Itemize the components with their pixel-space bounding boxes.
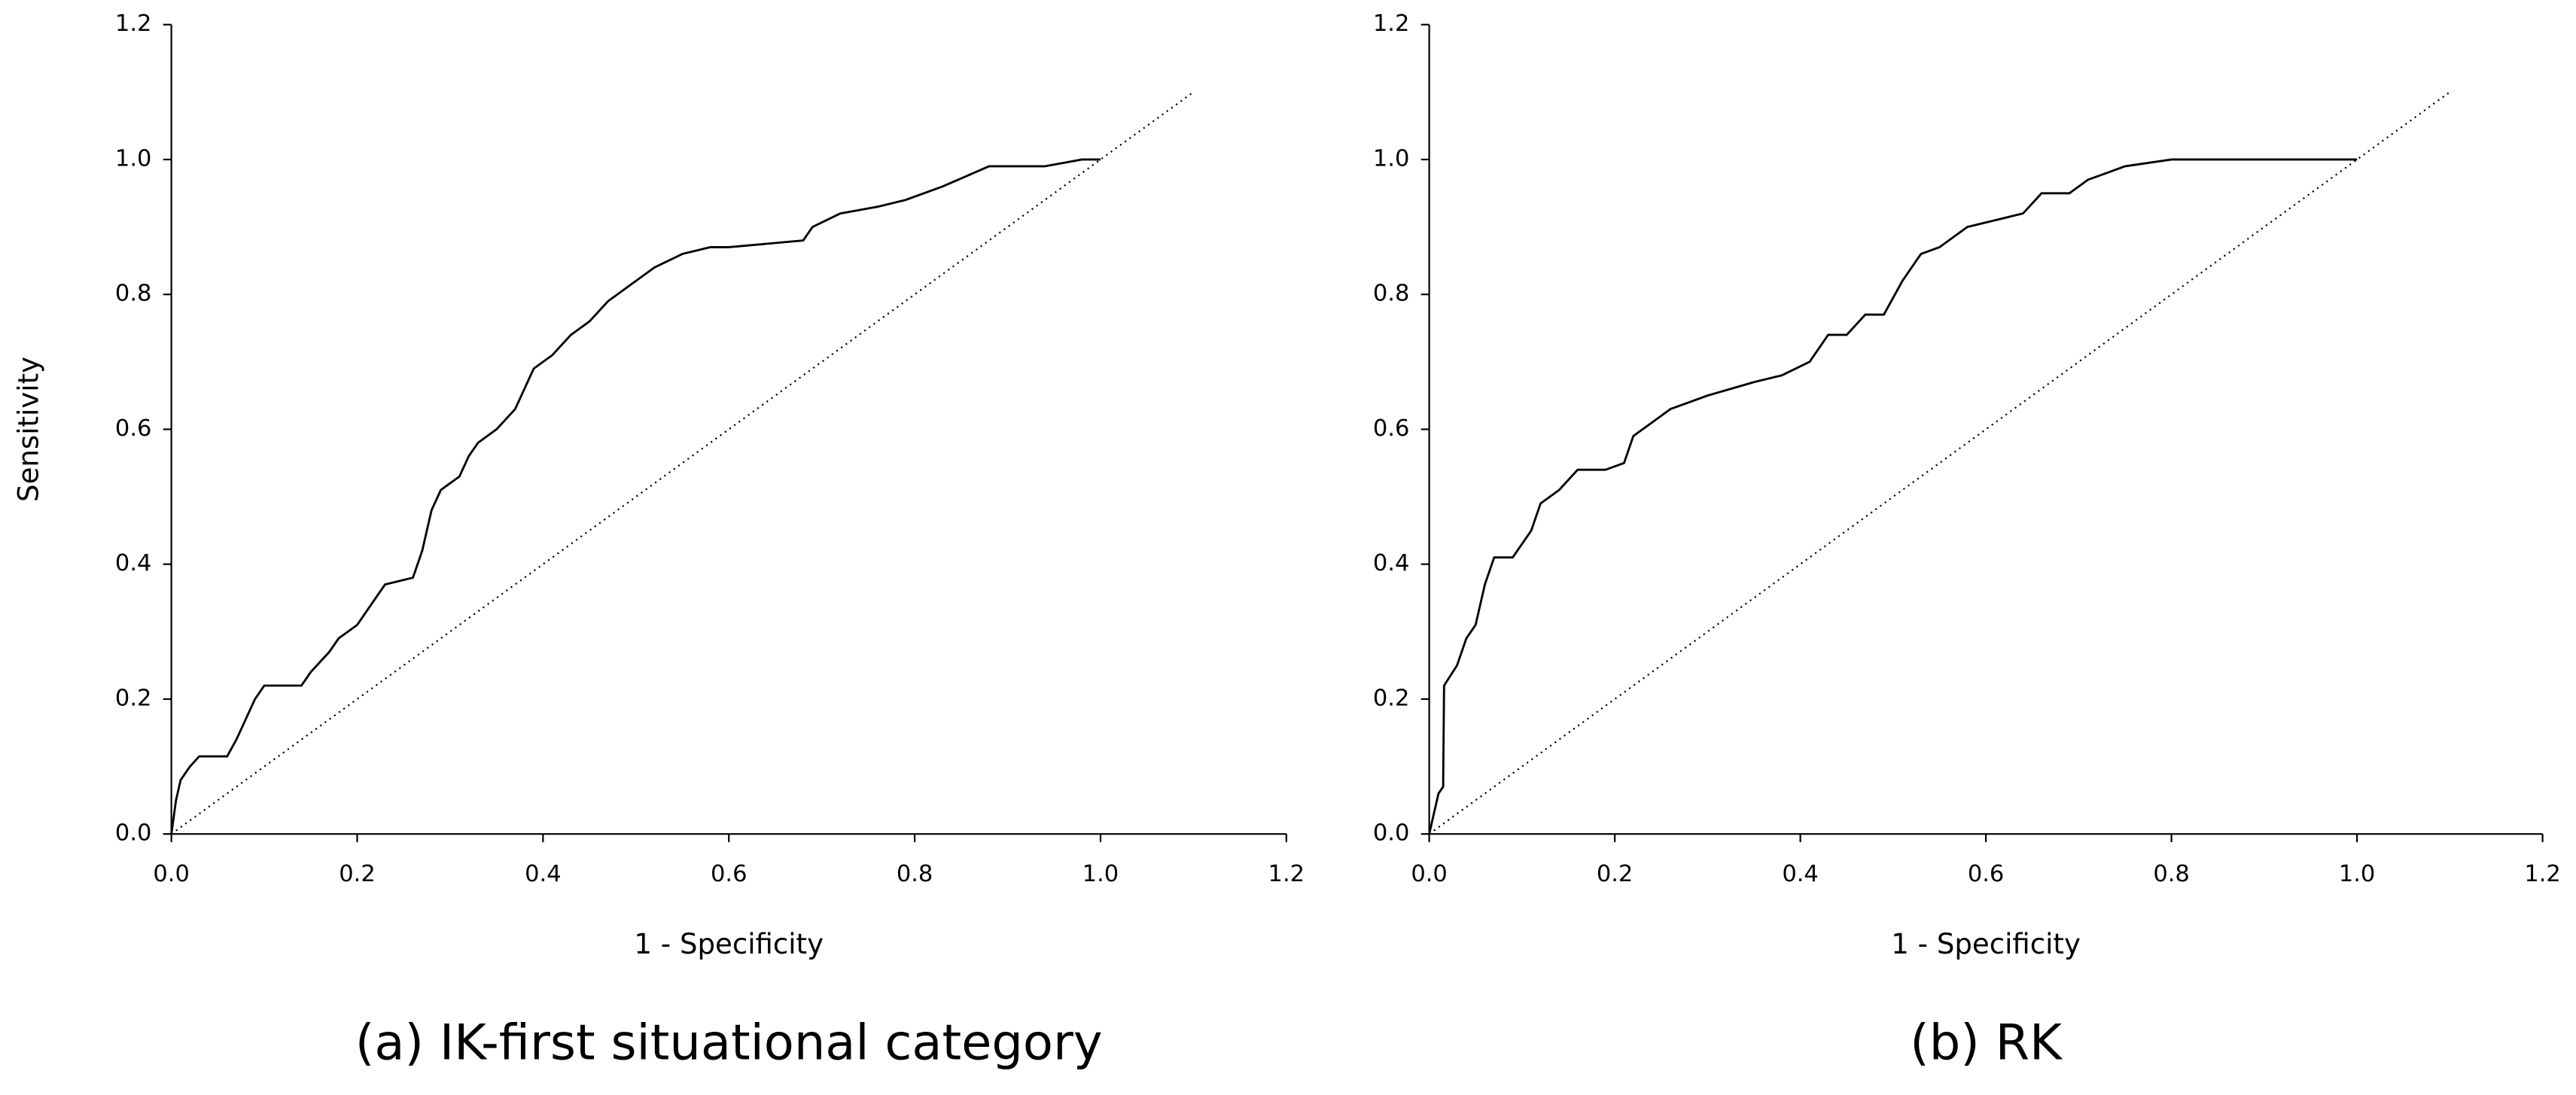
y-tick-label: 1.2 <box>1373 11 1410 37</box>
x-tick-label: 1.2 <box>1268 861 1305 887</box>
x-tick-label: 0.4 <box>1782 861 1819 887</box>
y-tick-label: 0.2 <box>1373 685 1410 711</box>
y-tick-label: 0.4 <box>1373 550 1410 576</box>
x-tick-label: 1.0 <box>1082 861 1119 887</box>
caption: (b) RK <box>1910 1014 2063 1072</box>
x-tick-label: 0.8 <box>897 861 933 887</box>
series-line <box>1428 91 2450 835</box>
y-tick-label: 0.0 <box>115 820 152 847</box>
y-tick-label: 0.6 <box>1373 415 1410 442</box>
series-line <box>170 158 1101 835</box>
x-tick-label: 0.6 <box>711 861 748 887</box>
x-tick-label: 0.8 <box>2153 861 2190 887</box>
x-tick-label: 1.2 <box>2524 861 2561 887</box>
x-tick-label: 0.0 <box>1411 861 1448 887</box>
y-tick-label: 0.4 <box>115 550 152 576</box>
x-tick-label: 0.0 <box>153 861 190 887</box>
y-tick-label: 0.8 <box>1373 281 1410 307</box>
y-tick-label: 0.6 <box>115 415 152 442</box>
y-axis-label: Sensitivity <box>13 357 45 502</box>
y-tick-label: 0.2 <box>115 685 152 711</box>
y-tick-label: 0.0 <box>1373 820 1410 847</box>
x-tick-label: 0.2 <box>1597 861 1634 887</box>
y-tick-label: 1.2 <box>115 11 152 37</box>
x-tick-label: 0.2 <box>339 861 376 887</box>
x-tick-label: 0.6 <box>1968 861 2005 887</box>
y-tick-label: 1.0 <box>1373 145 1410 172</box>
x-tick-label: 1.0 <box>2339 861 2376 887</box>
series-line <box>1428 158 2358 835</box>
x-tick-label: 0.4 <box>525 861 562 887</box>
series-line <box>171 91 1195 835</box>
y-tick-label: 1.0 <box>115 145 152 172</box>
x-axis-label: 1 - Specificity <box>1891 928 2081 960</box>
x-axis-label: 1 - Specificity <box>634 928 824 960</box>
caption: (a) IK-first situational category <box>355 1014 1103 1072</box>
y-tick-label: 0.8 <box>115 281 152 307</box>
